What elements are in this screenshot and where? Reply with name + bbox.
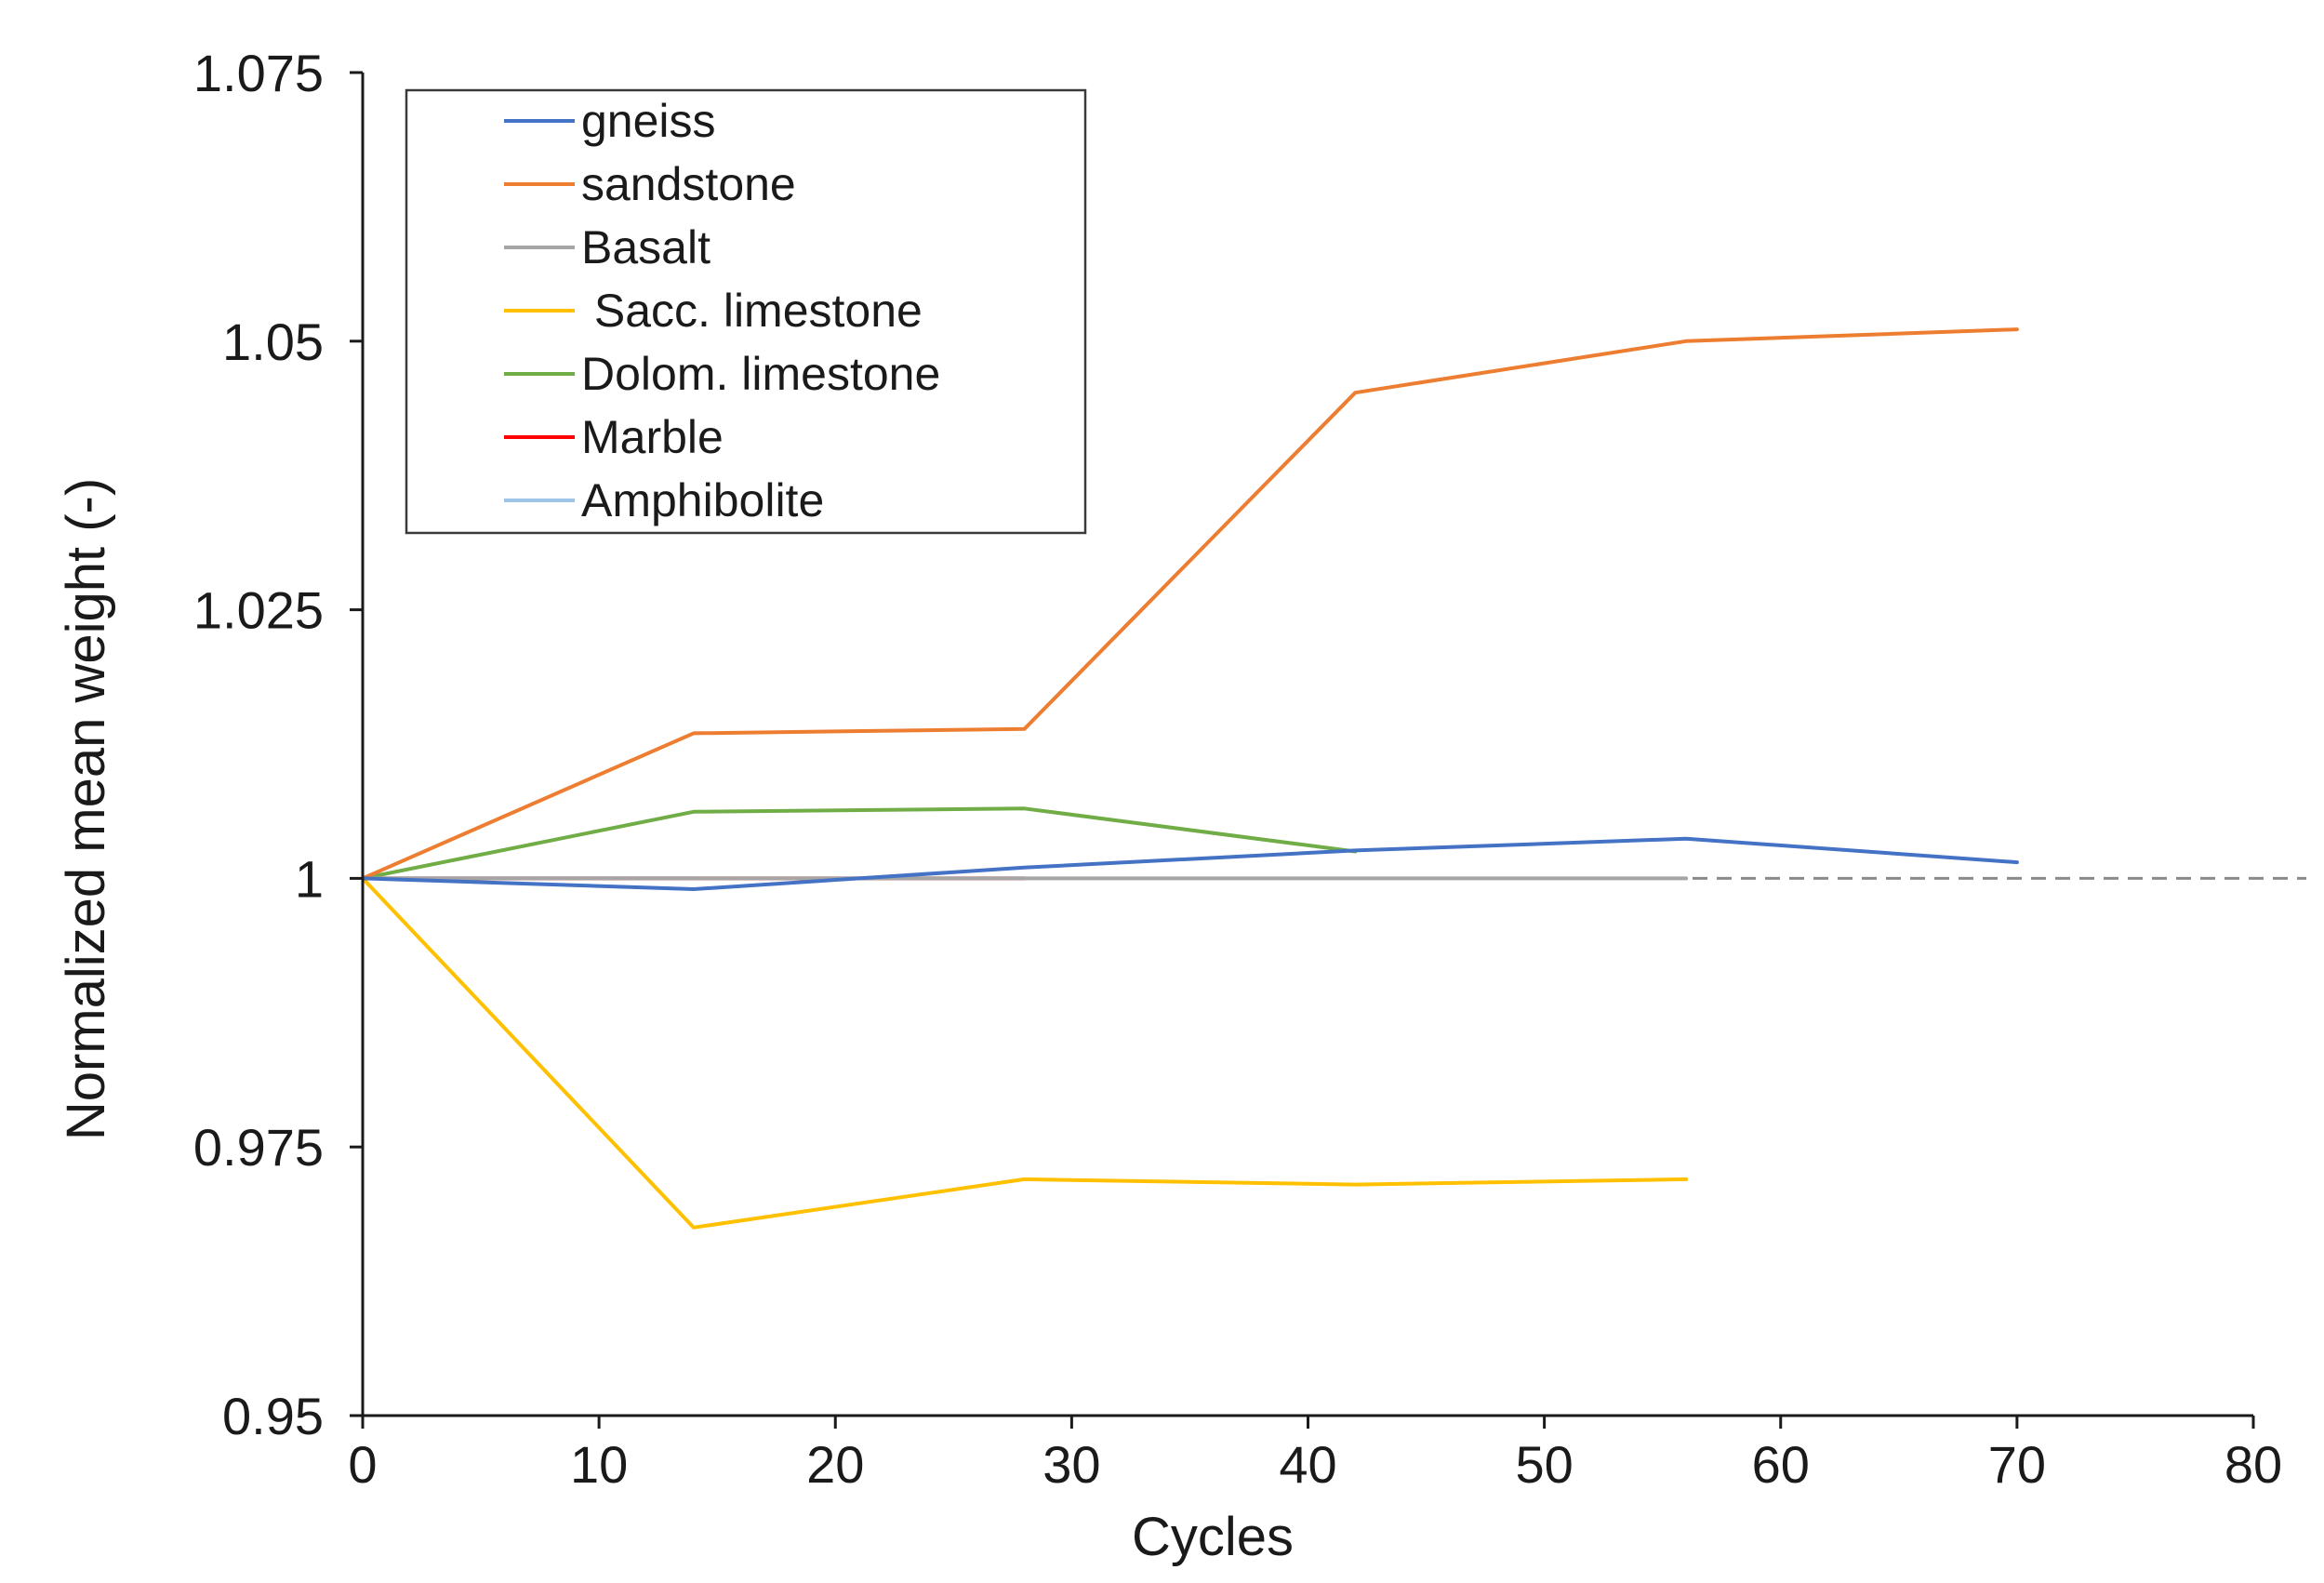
x-tick-label: 40: [1279, 1435, 1336, 1494]
x-axis-title: Cycles: [1132, 1507, 1294, 1567]
x-tick-label: 0: [348, 1435, 377, 1494]
series-line-dolom-limestone: [361, 806, 1358, 881]
legend-label: Amphibolite: [581, 474, 824, 526]
y-tick-label: 0.95: [222, 1387, 324, 1445]
legend-label: Sacc. limestone: [581, 285, 923, 337]
y-tick-label: 1: [295, 849, 324, 908]
y-tick-label: 1.075: [193, 44, 324, 102]
x-tick-label: 20: [806, 1435, 864, 1494]
series-layer: [361, 327, 2019, 1230]
legend: gneiss sandstone Basalt Sacc. limestone Dol…: [405, 88, 1087, 535]
x-tick-label: 10: [570, 1435, 628, 1494]
legend-label: Marble: [581, 411, 724, 463]
legend-label: Dolom. limestone: [581, 348, 940, 400]
x-tick-label: 60: [1752, 1435, 1810, 1494]
y-tick-label: 0.975: [193, 1118, 324, 1177]
ticks-layer: 0 10 20 30 40 50 60 70 80 0.95 0.975 1 1.025 1.05 1.07…: [193, 44, 2282, 1494]
x-tick-label: 70: [1988, 1435, 2046, 1494]
legend-label: Basalt: [581, 221, 710, 273]
x-tick-label: 50: [1515, 1435, 1573, 1494]
series-line-sandstone: [361, 327, 2019, 881]
x-tick-label: 30: [1042, 1435, 1100, 1494]
legend-label: gneiss: [581, 95, 716, 147]
legend-label: sandstone: [581, 158, 796, 210]
y-tick-label: 1.025: [193, 581, 324, 640]
series-line-gneiss: [361, 836, 2019, 891]
y-axis-title: Normalized mean weight (-): [56, 478, 116, 1140]
y-tick-label: 1.05: [222, 313, 324, 371]
series-line-sacc-limestone: [361, 876, 1689, 1230]
x-tick-label: 80: [2224, 1435, 2282, 1494]
